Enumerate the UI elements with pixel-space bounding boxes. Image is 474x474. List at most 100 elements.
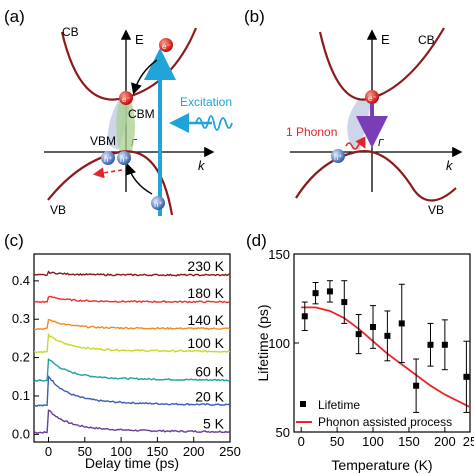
series-label: 180 K	[187, 285, 224, 301]
data-point	[370, 323, 377, 330]
data-point	[326, 288, 333, 295]
cbm-label: CBM	[128, 107, 155, 121]
panel-c-axes: 0 50 100 150 200 250 0.0 0.1 0.2 0.3 0.4	[12, 273, 241, 459]
data-point	[341, 299, 348, 306]
x-tick-label: 100	[362, 434, 384, 449]
x-tick-label: 150	[147, 444, 169, 459]
panel-d-points	[301, 280, 470, 413]
y-tick-label: 0.3	[12, 311, 30, 326]
electron-top	[159, 38, 173, 52]
legend-marker-lifetime	[300, 401, 306, 407]
x-tick-label: 100	[110, 444, 132, 459]
series-label: 230 K	[187, 258, 224, 274]
panel-d-ylabel: Lifetime (ps)	[255, 304, 271, 381]
series-line	[33, 358, 231, 382]
k-axis-label: k	[198, 158, 206, 173]
panel-b: (b) E k Γ CB VB 1 Phonon e⁻ h⁺	[244, 7, 463, 217]
series-line	[33, 332, 231, 354]
data-point	[355, 331, 362, 338]
hole-bottom	[151, 196, 165, 210]
series-line	[33, 374, 231, 408]
data-point	[312, 290, 319, 297]
hole-bottom-symbol: h⁺	[154, 200, 163, 209]
electron-top-symbol: e⁻	[162, 42, 171, 51]
data-point	[441, 341, 448, 348]
vbm-label: VBM	[90, 134, 116, 148]
panel-b-tag: (b)	[244, 7, 265, 26]
data-point	[398, 320, 405, 327]
hole-vbm-left	[101, 151, 115, 165]
data-point	[301, 313, 308, 320]
x-tick-label: 150	[398, 434, 420, 449]
hole-vbm-symbol: h⁺	[120, 155, 129, 164]
electron-cbm	[365, 90, 379, 104]
series-line	[33, 409, 231, 434]
valence-band-curve	[47, 150, 174, 216]
series-line	[33, 270, 231, 277]
legend-lifetime: Lifetime	[318, 398, 360, 412]
light-wave-icon	[195, 115, 233, 131]
series-line	[33, 318, 231, 331]
x-tick-label: 0	[45, 444, 52, 459]
vb-label: VB	[50, 203, 66, 217]
x-tick-label: 200	[434, 434, 456, 449]
panel-c-series	[33, 270, 231, 434]
hole-vbm	[331, 149, 345, 163]
data-point	[463, 373, 470, 380]
energy-axis-label: E	[381, 32, 390, 47]
series-label: 20 K	[195, 389, 224, 405]
electron-cbm-symbol: e⁻	[368, 94, 377, 103]
gamma-label: Γ	[131, 138, 138, 149]
panel-d-legend: Lifetime Phonon assisted process	[296, 398, 452, 429]
valence-band-curve	[295, 149, 457, 202]
energy-axis-label: E	[135, 32, 144, 47]
panel-a: (a) E k Γ CB VB CBM VBM Excitation e⁻ e⁻…	[4, 7, 233, 217]
x-tick-label: 250	[219, 444, 241, 459]
cb-label: CB	[418, 33, 435, 47]
panel-d-xlabel: Temperature (K)	[331, 457, 432, 473]
panel-c-series-labels: 5 K 20 K 60 K 100 K 140 K 180 K 230 K	[187, 258, 224, 431]
y-tick-label: 0.1	[12, 388, 30, 403]
excitation-label: Excitation	[180, 95, 232, 109]
y-tick-label: 100	[268, 336, 290, 351]
series-label: 5 K	[203, 415, 225, 431]
y-tick-label: 50	[276, 425, 290, 440]
shaded-region	[347, 100, 372, 150]
y-tick-label: 0.0	[12, 426, 30, 441]
panel-d-tag: (d)	[246, 231, 267, 250]
y-tick-label: 0.4	[12, 273, 30, 288]
data-point	[384, 332, 391, 339]
panel-c-tag: (c)	[4, 231, 24, 250]
phonon-wave-icon	[345, 136, 366, 150]
panel-d: (d) 0 50 100 150 200 25 50 100 150 Lifetime Phon…	[246, 231, 474, 473]
electron-cbm-symbol: e⁻	[122, 95, 131, 104]
gamma-label: Γ	[378, 138, 385, 149]
panel-a-tag: (a)	[4, 7, 25, 26]
series-label: 60 K	[195, 364, 224, 380]
vb-label: VB	[428, 203, 444, 217]
legend-fit: Phonon assisted process	[318, 415, 452, 429]
hole-relax-arrow	[125, 163, 153, 195]
x-tick-label: 0	[298, 434, 305, 449]
y-tick-label: 150	[268, 247, 290, 262]
data-point	[413, 382, 420, 389]
series-label: 140 K	[187, 312, 224, 328]
panel-c-xlabel: Delay time (ps)	[85, 455, 179, 471]
series-line	[33, 295, 231, 304]
k-axis-label: k	[446, 158, 454, 173]
electron-cbm	[119, 91, 133, 105]
electron-relax-arrow	[131, 59, 158, 95]
series-label: 100 K	[187, 335, 224, 351]
panel-c-frame	[33, 253, 231, 443]
x-tick-label: 200	[183, 444, 205, 459]
hole-vbm-symbol: h⁺	[334, 153, 343, 162]
data-point	[427, 341, 434, 348]
panel-d-axes: 0 50 100 150 200 25 50 100 150	[268, 247, 474, 449]
hole-vbm-left-symbol: h⁺	[104, 155, 113, 164]
cb-label: CB	[62, 25, 79, 39]
x-tick-label: 50	[330, 434, 344, 449]
conduction-band-curve	[60, 27, 198, 101]
hole-scatter-arrow	[92, 167, 123, 179]
x-tick-label: 25	[463, 434, 474, 449]
